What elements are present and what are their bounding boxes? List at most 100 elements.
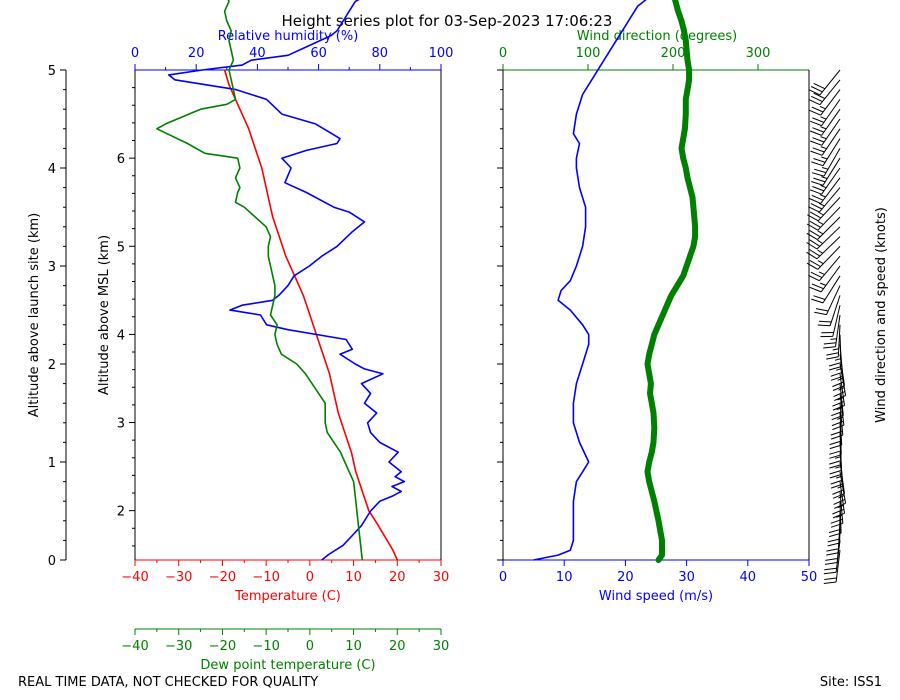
wind-barb-staff	[820, 265, 841, 293]
wind-barb-flag	[811, 106, 824, 113]
wind-barb-flag	[833, 391, 846, 398]
wind-barb-flag	[813, 177, 826, 183]
wind-barb-flag	[829, 464, 842, 469]
wind-barb-flag	[832, 405, 845, 411]
wind-barb-flag	[829, 460, 842, 465]
wind-speed-tick-label: 30	[678, 570, 695, 585]
wind-barb-half-flag	[837, 504, 844, 509]
wind-barb-flag	[812, 117, 825, 123]
wind-barb-flag	[829, 454, 842, 459]
wind-barb-flag	[809, 198, 821, 204]
wind-barb-staff	[826, 285, 841, 315]
wind-barb-flag	[828, 362, 842, 367]
wind-barb-staff	[839, 422, 842, 455]
wind-barb-flag	[831, 410, 844, 417]
wind-barb-staff	[819, 69, 841, 96]
wind-barb-staff	[835, 550, 841, 583]
temperature-tick-label: −40	[121, 570, 148, 585]
wind-barb-flag	[824, 567, 837, 571]
wind-barb-flag	[831, 414, 844, 421]
wind-barb-staff	[819, 79, 841, 106]
wind-barb-half-flag	[834, 358, 841, 361]
humidity-tick-label: 20	[188, 46, 205, 61]
wind-barb-half-flag	[836, 407, 843, 411]
wind-barb-flag	[813, 295, 826, 300]
wind-barb-flag	[809, 130, 822, 136]
msl-altitude-axis-label: Altitude above MSL (km)	[97, 235, 112, 395]
wind-barb-half-flag	[820, 136, 827, 140]
wind-barb-half-flag	[834, 456, 842, 459]
wind-barb-flag	[809, 211, 822, 219]
wind-barb-flag	[806, 262, 819, 270]
wind-barb-flag	[829, 366, 842, 371]
wind-barb-half-flag	[821, 176, 828, 180]
wind-barb-staff	[817, 197, 841, 222]
wind-barb-flag	[823, 342, 837, 345]
wind-barb-flag	[810, 271, 823, 279]
wind-barb-flag	[829, 450, 842, 455]
footer-quality-note: REAL TIME DATA, NOT CHECKED FOR QUALITY	[18, 675, 318, 690]
wind-barb-flag	[810, 150, 823, 156]
msl-altitude-tick-label: 2	[117, 505, 125, 520]
wind-barb-staff	[839, 471, 847, 504]
wind-barb-flag	[832, 424, 845, 431]
wind-barb-staff	[829, 295, 841, 326]
wind-barb-half-flag	[830, 338, 837, 340]
humidity-axis-label: Relative humidity (%)	[218, 29, 359, 44]
wind-barb-flag	[834, 395, 846, 402]
wind-barb-flag	[832, 493, 845, 499]
wind-barb-flag	[830, 479, 843, 485]
wind-barb-half-flag	[836, 514, 843, 518]
wind-barb-flag	[830, 430, 843, 436]
wind-barb-flag	[830, 518, 843, 524]
wind-barb-half-flag	[820, 146, 827, 150]
wind-barb-half-flag	[817, 220, 824, 225]
temperature-tick-label: 10	[345, 570, 362, 585]
dew-point-line	[156, 0, 364, 561]
dewpoint-tick-label: 10	[345, 639, 362, 654]
wind-barb-staff	[821, 128, 841, 156]
wind-barb-flag	[806, 223, 819, 231]
wind-barb-flag	[809, 239, 821, 247]
wind-barb-flag	[809, 286, 822, 293]
humidity-tick-label: 80	[372, 46, 389, 61]
wind-direction-tick-label: 100	[576, 46, 601, 61]
wind-barb-flag	[826, 552, 839, 556]
wind-barb-flag	[815, 308, 829, 312]
wind-barb-staff	[817, 246, 841, 270]
launch-altitude-tick-label: 2	[48, 358, 56, 373]
wind-direction-tick-label: 300	[746, 46, 771, 61]
wind-barb-flag	[833, 498, 846, 505]
wind-barb-flag	[810, 95, 823, 103]
wind-speed-tick-label: 0	[499, 570, 507, 585]
wind-barb-flag	[814, 311, 827, 316]
temperature-tick-label: −30	[165, 570, 192, 585]
wind-barb-staff	[819, 187, 841, 213]
wind-barb-flag	[809, 229, 821, 238]
wind-barb-flag	[809, 220, 821, 228]
wind-direction-tick-label: 200	[661, 46, 686, 61]
wind-barb-flag	[812, 147, 825, 153]
wind-barb-flag	[818, 320, 832, 323]
barbs-axis-label: Wind direction and speed (knots)	[874, 207, 889, 423]
chart-title: Height series plot for 03-Sep-2023 17:06…	[282, 12, 613, 30]
temperature-tick-label: −10	[252, 570, 279, 585]
wind-barb-half-flag	[837, 485, 844, 489]
wind-barb-staff	[822, 138, 841, 166]
wind-barb-staff	[835, 314, 841, 347]
wind-barb-flag	[834, 502, 846, 509]
wind-barb-half-flag	[819, 194, 826, 198]
wind-speed-axis-label: Wind speed (m/s)	[599, 589, 713, 604]
wind-speed-tick-label: 10	[556, 570, 573, 585]
wind-barb-half-flag	[817, 239, 823, 244]
footer-site-label: Site: ISS1	[820, 675, 882, 690]
wind-barb-staff	[820, 89, 841, 116]
wind-barb-flag	[827, 542, 840, 547]
wind-barb-half-flag	[836, 475, 843, 479]
temperature-tick-label: −20	[209, 570, 236, 585]
wind-barb-half-flag	[820, 184, 827, 189]
wind-barb-flag	[808, 206, 820, 213]
launch-altitude-axis-label: Altitude above launch site (km)	[27, 213, 42, 417]
wind-barb-flag	[829, 469, 842, 475]
wind-barb-flag	[830, 371, 843, 377]
